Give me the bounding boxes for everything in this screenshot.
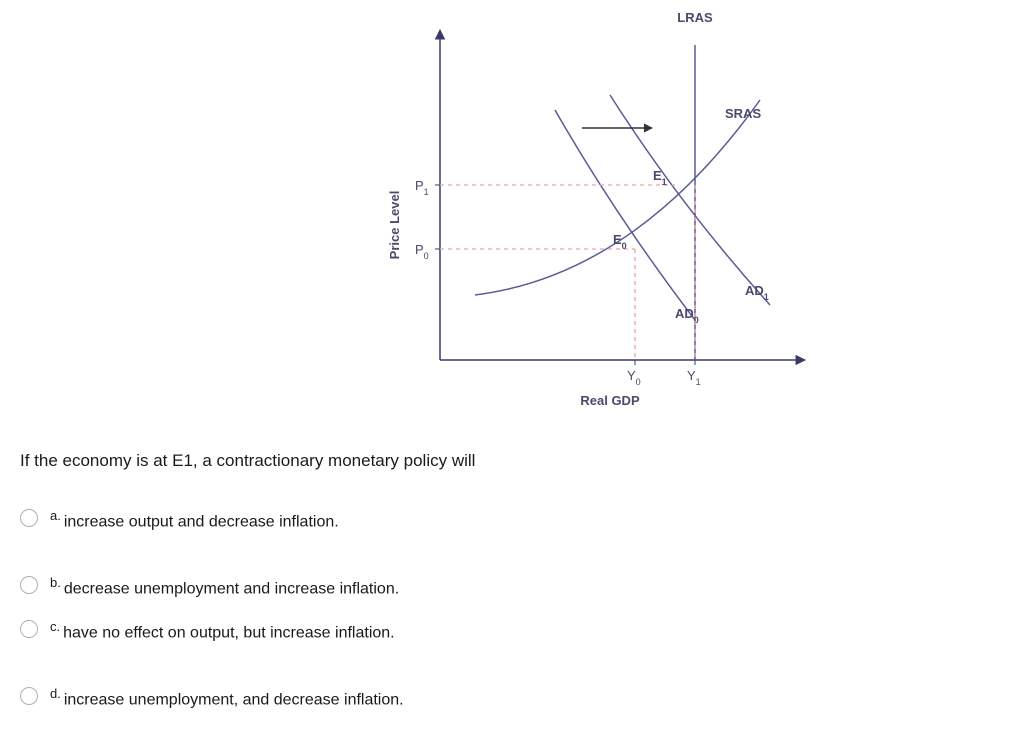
option-row: a.increase output and decrease inflation…	[20, 507, 920, 534]
svg-text:E1: E1	[653, 168, 667, 187]
option-row: c.have no effect on output, but increase…	[20, 618, 920, 645]
option-row: b.decrease unemployment and increase inf…	[20, 574, 920, 601]
svg-text:Y1: Y1	[687, 368, 701, 387]
option-text: increase output and decrease inflation.	[64, 513, 339, 530]
radio-button[interactable]	[20, 687, 38, 705]
option-label: d.increase unemployment, and decrease in…	[50, 685, 404, 712]
question-block: If the economy is at E1, a contractionar…	[20, 451, 920, 730]
option-text: increase unemployment, and decrease infl…	[64, 691, 404, 708]
svg-text:Real GDP: Real GDP	[580, 393, 640, 408]
option-row: d.increase unemployment, and decrease in…	[20, 685, 920, 712]
svg-text:Price Level: Price Level	[387, 191, 402, 260]
options-list: a.increase output and decrease inflation…	[20, 507, 920, 712]
option-text: have no effect on output, but increase i…	[63, 625, 395, 642]
svg-text:P1: P1	[415, 178, 429, 197]
radio-button[interactable]	[20, 576, 38, 594]
option-letter: b.	[50, 575, 61, 590]
ad-as-chart: Price LevelReal GDPLRASSRASAD0AD1P1P0Y0Y…	[375, 0, 820, 415]
option-text: decrease unemployment and increase infla…	[64, 580, 399, 597]
svg-text:P0: P0	[415, 242, 429, 261]
radio-button[interactable]	[20, 509, 38, 527]
svg-text:AD1: AD1	[745, 283, 769, 302]
option-letter: d.	[50, 686, 61, 701]
svg-text:SRAS: SRAS	[725, 106, 761, 121]
option-label: a.increase output and decrease inflation…	[50, 507, 339, 534]
option-letter: c.	[50, 619, 60, 634]
option-letter: a.	[50, 508, 61, 523]
option-label: b.decrease unemployment and increase inf…	[50, 574, 399, 601]
option-label: c.have no effect on output, but increase…	[50, 618, 395, 645]
svg-text:LRAS: LRAS	[677, 10, 713, 25]
svg-text:E0: E0	[613, 232, 627, 251]
radio-button[interactable]	[20, 620, 38, 638]
svg-text:Y0: Y0	[627, 368, 641, 387]
question-text: If the economy is at E1, a contractionar…	[20, 451, 920, 471]
